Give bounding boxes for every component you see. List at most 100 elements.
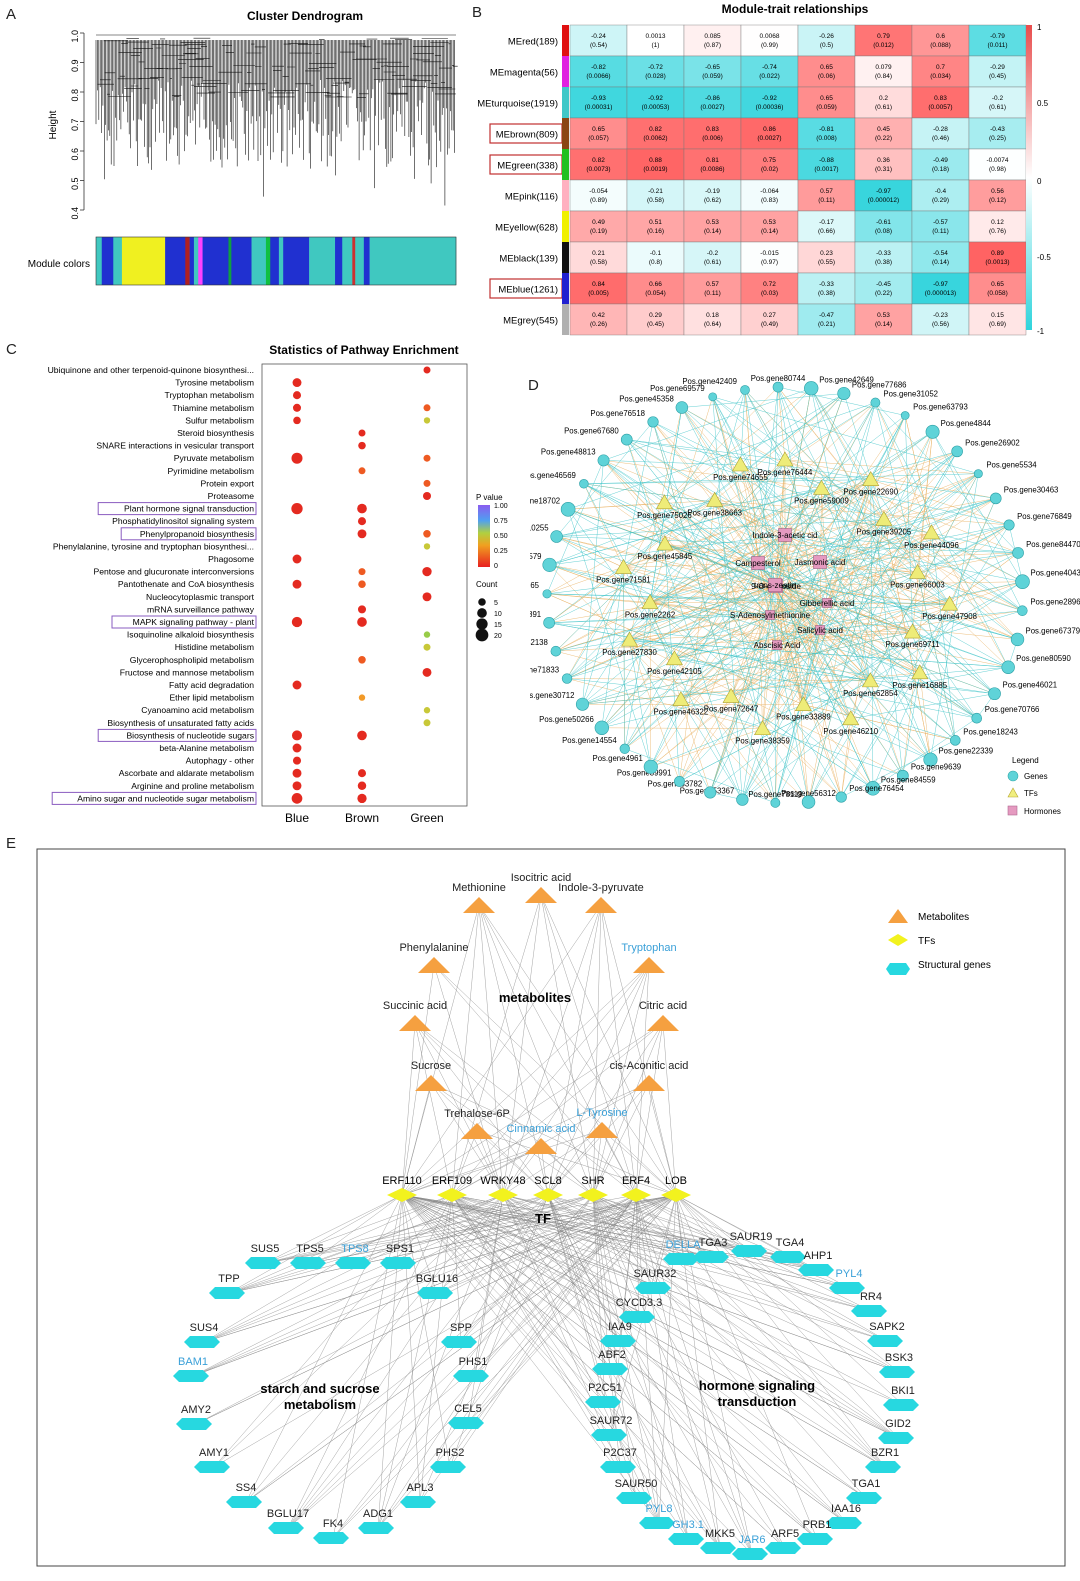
- metabolite-node: [461, 1123, 493, 1139]
- heatmap-cell-value: 0.57: [820, 188, 833, 195]
- tf-node: [875, 510, 893, 526]
- gene-node: [594, 720, 609, 735]
- colorbar-tick-label: -0.5: [1037, 253, 1051, 262]
- count-legend-dot: [477, 608, 487, 618]
- heatmap-cell: [683, 86, 742, 119]
- gene-label: Pos.gene77686: [852, 380, 907, 389]
- heatmap-cell-pvalue: (0.057): [588, 135, 609, 142]
- heatmap-cell: [911, 55, 970, 88]
- heatmap-cell-value: 0.79: [877, 33, 890, 40]
- heatmap-cell-pvalue: (0.64): [704, 321, 721, 328]
- heatmap-cell-pvalue: (0.088): [930, 42, 951, 49]
- structural-gene-node: [867, 1335, 903, 1347]
- structural-gene-node: [879, 1366, 915, 1378]
- pathway-label: Sulfur metabolism: [185, 415, 254, 425]
- gene-node: [1015, 574, 1030, 589]
- structural-gene-node: [797, 1533, 833, 1545]
- structural-gene-node: [430, 1461, 466, 1473]
- gene-label: Pos.gene39991: [617, 768, 672, 777]
- heatmap-cell-pvalue: (0.028): [645, 73, 666, 80]
- heatmap-cell-value: 0.66: [649, 281, 662, 288]
- structural-gene-node: [194, 1461, 230, 1473]
- heatmap-cell-pvalue: (0.62): [704, 197, 721, 204]
- structural-gene-label: APL3: [407, 1482, 434, 1494]
- module-color-segment: [198, 237, 203, 285]
- gene-label: Pos.gene48813: [541, 447, 596, 456]
- heatmap-cell-value: -0.54: [933, 250, 948, 257]
- heatmap-cell: [797, 86, 856, 119]
- enrichment-dot: [358, 429, 366, 437]
- tf-node: [614, 558, 632, 574]
- gene-label: Pos.gene45579: [530, 552, 542, 561]
- heatmap-cell-value: -0.17: [819, 219, 834, 226]
- metabolite-label: Citric acid: [639, 1000, 687, 1012]
- heatmap-cell-value: -0.81: [819, 126, 834, 133]
- enrichment-dot: [423, 643, 431, 651]
- metabolite-node: [633, 1075, 665, 1091]
- tf-label: Pos.gene69711: [885, 640, 939, 649]
- heatmap-cell-pvalue: (0.46): [932, 135, 949, 142]
- structural-gene-label: PHS2: [436, 1447, 465, 1459]
- heatmap-cell-value: -0.88: [819, 157, 834, 164]
- tf-node: [731, 456, 750, 472]
- heatmap-cell-pvalue: (0.22): [875, 290, 892, 297]
- heatmap-cell: [854, 272, 913, 305]
- module-color-segment: [185, 237, 190, 285]
- tf-label: Pos.gene38359: [735, 737, 790, 746]
- pathway-label: Steroid biosynthesis: [177, 428, 254, 438]
- heatmap-cell-pvalue: (0.22): [875, 135, 892, 142]
- structural-gene-node: [209, 1287, 245, 1299]
- heatmap-cell-value: -0.47: [819, 312, 834, 319]
- tf-label: SCL8: [534, 1175, 562, 1187]
- structural-gene-node: [313, 1532, 349, 1544]
- structural-gene-label: ABF2: [598, 1349, 626, 1361]
- hormone-node: [765, 610, 775, 620]
- heatmap-cell-value: -0.064: [760, 188, 779, 195]
- starch-sucrose-group-label: starch and sucrose metabolism: [260, 1381, 379, 1412]
- structural-gene-label: SAPK2: [869, 1321, 904, 1333]
- structural-gene-node: [290, 1257, 326, 1269]
- heatmap-cell: [569, 117, 628, 150]
- heatmap-cell: [968, 179, 1027, 212]
- module-color-swatch: [562, 211, 569, 242]
- heatmap-cell-pvalue: (0.54): [590, 42, 607, 49]
- heatmap-cell: [854, 24, 913, 57]
- y-tick-label: 0.7: [70, 119, 80, 132]
- gene-label: Pos.gene14554: [562, 736, 617, 745]
- module-color-swatch: [562, 118, 569, 149]
- gene-node: [865, 781, 881, 796]
- structural-gene-label: BGLU16: [416, 1273, 458, 1285]
- count-legend-label: 5: [494, 600, 498, 607]
- heatmap-cell-value: 0.6: [936, 33, 945, 40]
- structural-gene-label: P2C51: [588, 1382, 622, 1394]
- heatmap-cell-pvalue: (0.00053): [642, 104, 670, 111]
- structural-gene-node: [826, 1517, 862, 1529]
- structural-gene-label: PHS1: [459, 1356, 488, 1368]
- enrichment-dot: [423, 530, 431, 538]
- heatmap-cell-value: -0.1: [650, 250, 662, 257]
- module-color-segment: [309, 237, 336, 285]
- module-color-swatch: [562, 25, 569, 56]
- structural-gene-label: TGA1: [852, 1478, 881, 1490]
- gene-node: [989, 492, 1002, 505]
- heatmap-cell-value: 0.18: [706, 312, 719, 319]
- structural-gene-node: [226, 1496, 262, 1508]
- heatmap-cell: [740, 117, 799, 150]
- heatmap-cell: [740, 179, 799, 212]
- structural-gene-node: [400, 1496, 436, 1508]
- metabolite-node: [418, 957, 450, 973]
- pathway-label: Proteasome: [208, 491, 255, 501]
- pathway-highlight-box: [97, 502, 257, 516]
- gene-node: [870, 397, 881, 408]
- structural-gene-node: [770, 1251, 806, 1263]
- legend-tf-marker: [888, 934, 908, 946]
- heatmap-cell-pvalue: (0.89): [590, 197, 607, 204]
- tf-node: [656, 535, 674, 551]
- gene-node: [643, 759, 658, 774]
- tf-node: [437, 1188, 467, 1202]
- heatmap-cell-pvalue: (0.45): [647, 321, 664, 328]
- tf-label: Pos.gene59009: [794, 496, 849, 505]
- legend-hormones-label: Hormones: [1024, 807, 1061, 816]
- structural-gene-node: [268, 1522, 304, 1534]
